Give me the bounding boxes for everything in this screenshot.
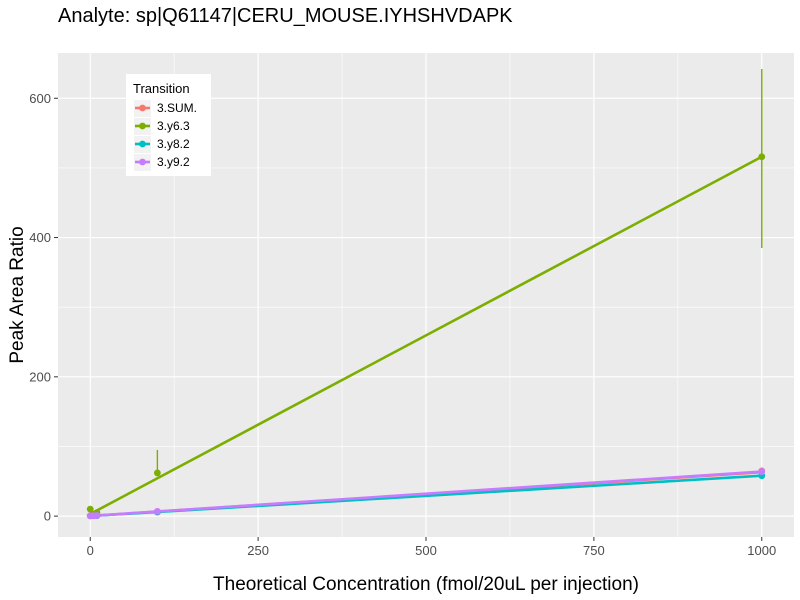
x-tick-label: 250	[247, 543, 269, 558]
y-tick-label: 0	[44, 509, 51, 524]
legend-key-point	[139, 158, 146, 166]
data-point	[86, 505, 94, 513]
data-points	[86, 153, 766, 520]
x-tick-label: 500	[415, 543, 437, 558]
data-point	[758, 153, 766, 161]
y-axis: 0 200 400 600	[29, 91, 58, 524]
legend-key-point	[139, 140, 146, 148]
legend-items: 3.SUM. 3.y6.3 3.y8.2 3.y9.2	[134, 100, 197, 171]
legend-label: 3.y8.2	[157, 137, 190, 151]
legend: Transition 3.SUM. 3.y6.3 3.y8.2 3.y9.2	[126, 74, 211, 176]
x-tick-label: 750	[583, 543, 605, 558]
legend-label: 3.SUM.	[157, 101, 197, 115]
y-tick-label: 400	[29, 230, 51, 245]
data-point	[153, 507, 161, 515]
legend-key-point	[139, 104, 146, 112]
fit-line-3.y6.3	[89, 155, 763, 516]
fit-line-3.y9.2	[90, 470, 762, 518]
legend-label: 3.y9.2	[157, 155, 190, 169]
x-tick-label: 0	[87, 543, 94, 558]
chart-title: Analyte: sp|Q61147|CERU_MOUSE.IYHSHVDAPK	[58, 5, 513, 27]
x-tick-label: 1000	[747, 543, 776, 558]
data-point	[153, 469, 161, 477]
y-axis-title: Peak Area Ratio	[7, 226, 28, 363]
x-axis: 0 250 500 750 1000	[87, 537, 776, 558]
legend-label: 3.y6.3	[157, 119, 190, 133]
data-point	[758, 468, 766, 475]
legend-title: Transition	[133, 81, 190, 96]
fit-lines	[89, 155, 763, 518]
y-tick-label: 200	[29, 369, 51, 384]
y-tick-label: 600	[29, 91, 51, 106]
data-point	[93, 512, 101, 519]
legend-key-point	[139, 122, 146, 130]
x-axis-title: Theoretical Concentration (fmol/20uL per…	[213, 574, 639, 595]
